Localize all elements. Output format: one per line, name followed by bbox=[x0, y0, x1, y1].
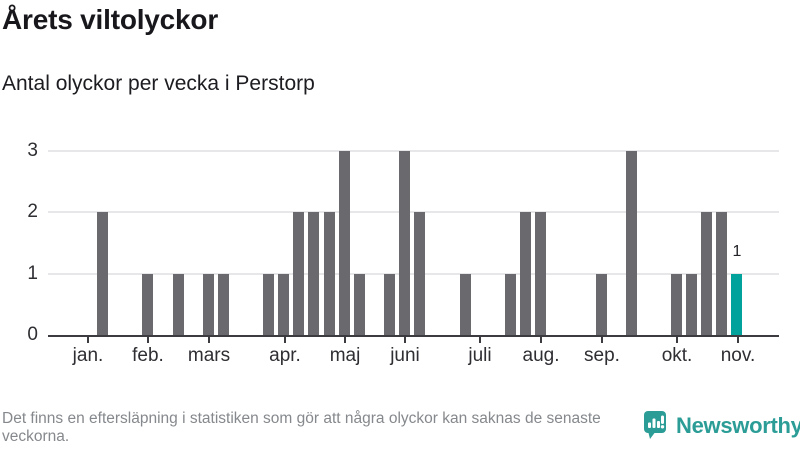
bar-week bbox=[172, 273, 184, 335]
y-axis-label: 1 bbox=[27, 262, 38, 284]
x-axis-month-label: apr. bbox=[269, 345, 301, 366]
bar-week bbox=[263, 273, 275, 335]
x-axis-month-label: jan. bbox=[72, 345, 104, 366]
bar-week bbox=[504, 273, 516, 335]
x-axis-month-label: juli bbox=[468, 345, 492, 366]
x-axis-month-label: feb. bbox=[132, 345, 164, 366]
current-week-value-label: 1 bbox=[732, 242, 742, 260]
bar-week bbox=[353, 273, 365, 335]
x-axis-tick bbox=[540, 337, 542, 343]
chart-title: Årets viltolyckor bbox=[2, 4, 219, 35]
x-axis-tick bbox=[479, 337, 481, 343]
newsworthy-wordmark: Newsworthy bbox=[676, 412, 800, 438]
bar-week bbox=[202, 273, 214, 335]
bar-week bbox=[459, 273, 471, 335]
plot-area: 0 1 2 3 1 jan. feb. mars apr. maj juni juli aug. sep.… bbox=[27, 140, 779, 366]
bar-week bbox=[716, 212, 728, 335]
bar-week bbox=[278, 273, 290, 335]
bar-week bbox=[293, 212, 305, 335]
bar-week bbox=[671, 273, 683, 335]
x-axis-month-label: juni bbox=[390, 345, 420, 366]
x-axis-tick bbox=[147, 337, 149, 343]
x-axis-month-label: aug. bbox=[522, 345, 560, 366]
bar-current-week bbox=[731, 273, 743, 335]
x-axis-month-label: okt. bbox=[661, 345, 693, 366]
x-axis-tick bbox=[601, 337, 603, 343]
newsworthy-icon bbox=[644, 411, 666, 439]
x-axis-tick bbox=[284, 337, 286, 343]
bar-week bbox=[323, 212, 335, 335]
bar-week bbox=[686, 273, 698, 335]
bar-week bbox=[142, 273, 154, 335]
bar-week bbox=[595, 273, 607, 335]
bar-week bbox=[97, 212, 108, 335]
x-axis-month-label: sep. bbox=[584, 345, 620, 366]
chart-subtitle: Antal olyckor per vecka i Perstorp bbox=[2, 72, 315, 95]
bar-week bbox=[338, 151, 350, 335]
footnote: Det finns en eftersläpning i statistiken… bbox=[2, 410, 601, 445]
gridline bbox=[48, 272, 779, 275]
y-axis-label: 2 bbox=[27, 201, 38, 223]
x-axis-tick bbox=[737, 337, 739, 343]
y-axis-label: 3 bbox=[27, 140, 38, 161]
x-axis-tick bbox=[676, 337, 678, 343]
bar-week bbox=[308, 212, 320, 335]
gridline bbox=[48, 150, 779, 152]
bar-week bbox=[384, 273, 396, 335]
gridline bbox=[48, 211, 779, 214]
x-axis-month-label: nov. bbox=[720, 345, 756, 366]
bar-week bbox=[701, 212, 713, 335]
bar-week bbox=[519, 212, 531, 335]
newsworthy-logo[interactable]: Newsworthy bbox=[644, 411, 800, 440]
bar-week bbox=[625, 151, 637, 335]
bar-week bbox=[217, 273, 229, 335]
x-axis-tick bbox=[208, 337, 210, 343]
x-axis-tick bbox=[344, 337, 346, 343]
x-axis-month-label: mars bbox=[187, 345, 231, 366]
x-axis-tick bbox=[87, 337, 89, 343]
y-axis-label: 0 bbox=[27, 324, 38, 345]
x-axis-tick bbox=[404, 337, 406, 343]
bar-week bbox=[399, 151, 411, 335]
bar-week bbox=[535, 212, 547, 335]
bar-week bbox=[414, 212, 426, 335]
x-axis-month-label: maj bbox=[329, 345, 361, 366]
